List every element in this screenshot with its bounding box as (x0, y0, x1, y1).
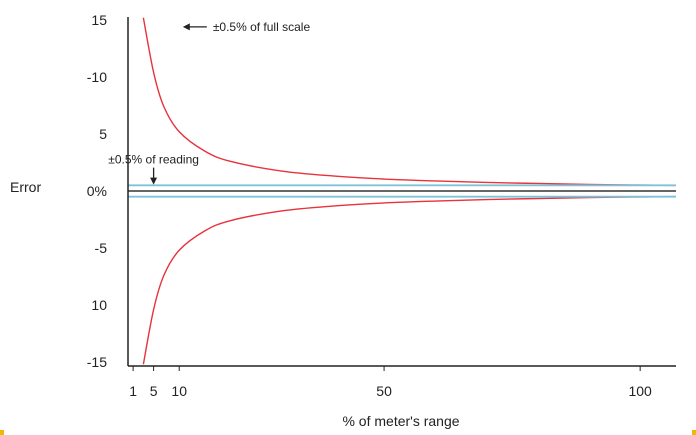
x-axis-title: % of meter's range (342, 413, 459, 429)
series-full-scale-lower (142, 195, 677, 365)
full-scale-annotation: ±0.5% of full scale (213, 20, 311, 34)
corner-mark-right (692, 430, 696, 435)
series-full-scale-upper (142, 17, 677, 187)
curves-layer (128, 17, 677, 365)
y-tick-label: 5 (99, 126, 107, 142)
reading-annotation: ±0.5% of reading (108, 153, 199, 167)
x-tick-label: 50 (376, 383, 392, 399)
y-tick-label: -5 (95, 240, 108, 256)
y-tick-label: 0% (87, 183, 107, 199)
y-axis-title: Error (10, 179, 41, 195)
full-scale-arrow-head (182, 23, 190, 31)
x-tick-label: 100 (628, 383, 652, 399)
annotations-layer: ±0.5% of full scale ±0.5% of reading (108, 20, 310, 185)
x-tick-label: 10 (171, 383, 187, 399)
y-tick-label: -10 (87, 69, 107, 85)
x-tick-label: 1 (129, 383, 137, 399)
y-tick-label: -15 (87, 354, 107, 370)
y-tick-label: 10 (91, 297, 107, 313)
x-tick-label: 5 (150, 383, 158, 399)
corner-mark-left (0, 430, 4, 435)
y-tick-label: 15 (91, 12, 107, 28)
reading-arrow-head (150, 177, 158, 185)
